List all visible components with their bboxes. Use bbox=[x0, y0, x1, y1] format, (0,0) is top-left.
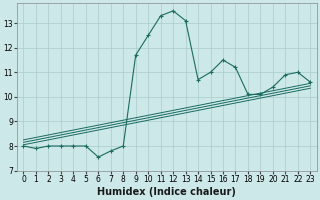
X-axis label: Humidex (Indice chaleur): Humidex (Indice chaleur) bbox=[98, 187, 236, 197]
